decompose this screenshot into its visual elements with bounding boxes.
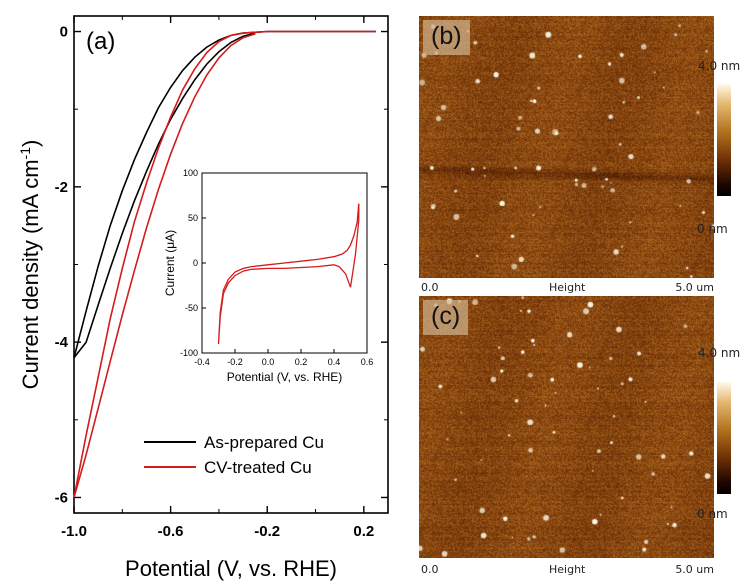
scale-bar-b: 0.0 Height 5.0 um <box>419 280 714 296</box>
colorbar-c <box>717 382 731 494</box>
inset-x-tick-label: 0.2 <box>295 357 308 367</box>
colorbar-max-b: 4.0 nm <box>698 59 741 73</box>
series-cv-treated <box>73 30 376 498</box>
scale-start-b: 0.0 <box>421 281 439 294</box>
scale-title-c: Height <box>549 563 586 576</box>
inset-y-tick-label: 100 <box>183 168 198 178</box>
panel-label-b: (b) <box>423 20 470 55</box>
inset-y-tick-label: -100 <box>180 348 198 358</box>
afm-height-map-b <box>419 16 714 278</box>
y-axis-label-main: Current density (mA cm <box>18 159 43 389</box>
scale-end-b: 5.0 um <box>675 281 714 294</box>
inset-y-axis-label: Current (μA) <box>163 230 177 296</box>
colorbar-min-c: 0 nm <box>697 507 728 521</box>
cv-main-chart: -1.0 -0.6 -0.2 0.2 0 -2 -4 -6 (a) Potential (V, v… <box>17 15 389 581</box>
panel-label-c: (c) <box>423 300 469 335</box>
x-tick-label: -0.6 <box>158 523 184 540</box>
legend: As-prepared Cu CV-treated Cu <box>144 433 324 477</box>
legend-label: As-prepared Cu <box>204 433 324 452</box>
inset-x-tick-label: -0.4 <box>194 357 210 367</box>
afm-image-c: (c) <box>419 296 714 558</box>
x-tick-label: -0.2 <box>254 523 280 540</box>
inset-x-tick-label: 0.0 <box>262 357 275 367</box>
y-axis-label-close: ) <box>18 140 43 147</box>
panel-label-a: (a) <box>86 28 115 55</box>
x-tick-label: -1.0 <box>61 523 87 540</box>
inset-y-tick-label: -50 <box>185 303 198 313</box>
y-tick-label: -2 <box>55 179 68 196</box>
inset-y-tick-label: 0 <box>193 258 198 268</box>
inset-y-tick-label: 50 <box>188 213 198 223</box>
afm-height-map-c <box>419 296 714 558</box>
inset-series-line <box>217 203 360 345</box>
afm-image-b: (b) <box>419 16 714 278</box>
inset-chart: -0.4 -0.2 0.0 0.2 0.4 0.6 100 50 0 -50 -100 Potenti… <box>163 168 373 384</box>
scale-end-c: 5.0 um <box>675 563 714 576</box>
series-forward-line <box>73 30 376 498</box>
series-return-line <box>73 33 256 498</box>
inset-x-tick-label: -0.2 <box>227 357 243 367</box>
y-tick-label: -4 <box>55 334 69 351</box>
colorbar-min-b: 0 nm <box>697 222 728 236</box>
inset-x-tick-label: 0.4 <box>328 357 341 367</box>
y-tick-label: 0 <box>60 24 68 41</box>
scale-title-b: Height <box>549 281 586 294</box>
y-tick-label: -6 <box>55 489 68 506</box>
inset-x-axis-label: Potential (V, vs. RHE) <box>227 370 343 384</box>
colorbar-b <box>717 84 731 196</box>
scale-bar-c: 0.0 Height 5.0 um <box>419 562 714 578</box>
legend-label: CV-treated Cu <box>204 458 312 477</box>
x-tick-label: 0.2 <box>353 523 374 540</box>
scale-start-c: 0.0 <box>421 563 439 576</box>
x-axis-label: Potential (V, vs. RHE) <box>125 556 337 581</box>
y-axis-label-sup: -1 <box>17 147 33 160</box>
y-axis-label: Current density (mA cm-1) <box>17 140 43 390</box>
colorbar-max-c: 4.0 nm <box>698 346 741 360</box>
inset-x-tick-label: 0.6 <box>361 357 374 367</box>
